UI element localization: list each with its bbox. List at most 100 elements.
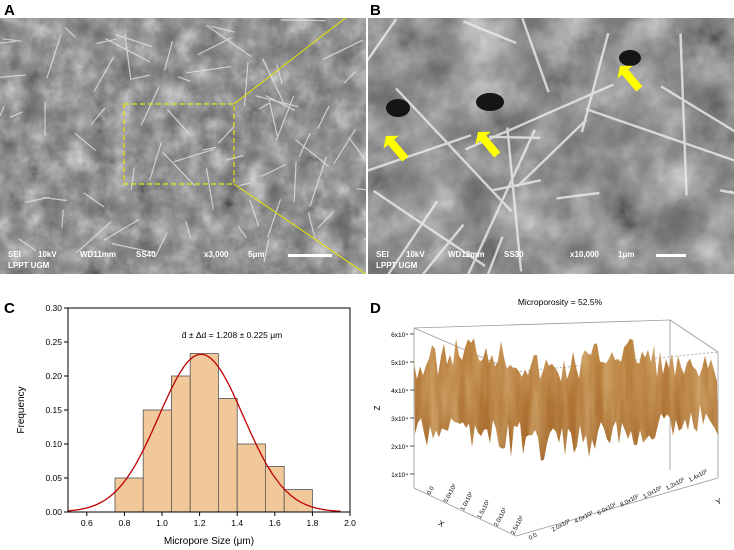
fiber	[206, 24, 252, 58]
panel-a-letter: A	[4, 2, 15, 19]
fiber	[114, 33, 153, 48]
histogram-bar	[114, 477, 144, 513]
zoom-line-top	[233, 18, 347, 105]
z-tick-label: 2x10⁴	[391, 444, 408, 451]
fiber	[154, 232, 168, 258]
fiber	[205, 168, 214, 210]
fiber	[465, 83, 614, 151]
scale-bar	[656, 254, 686, 257]
fiber	[90, 107, 106, 125]
fiber	[186, 65, 231, 74]
fiber	[276, 64, 283, 85]
fiber	[298, 132, 311, 157]
fiber	[130, 167, 135, 191]
pore	[476, 93, 504, 111]
zoom-line-bottom	[233, 183, 366, 274]
y-tick-label: 0.25	[45, 337, 62, 347]
arrow-icon	[383, 135, 409, 162]
fiber	[309, 156, 327, 207]
histogram-bar	[217, 398, 238, 513]
sem-info-bar-b: SEI 10kV WD12mm SS30 x10,000 1μm LPPT UG…	[368, 248, 734, 274]
fiber	[202, 146, 217, 151]
y-tick-label: 1.0x10³	[642, 486, 662, 501]
fiber	[268, 100, 278, 137]
zoom-box	[123, 103, 235, 185]
fiber	[9, 111, 24, 118]
fiber	[356, 188, 366, 191]
y-tick-label: 6.0x10²	[597, 502, 617, 517]
fiber	[343, 71, 356, 84]
x-tick-label: 1.4	[231, 518, 243, 528]
y-tick-label: 2.0x10²	[551, 519, 571, 534]
fiber	[243, 62, 249, 107]
fiber	[463, 20, 517, 45]
y-tick-label: 4.0x10²	[574, 511, 594, 526]
fiber	[280, 19, 326, 22]
fiber	[211, 25, 235, 33]
panel-d-letter: D	[370, 300, 381, 317]
sem-magnification: x3,000	[204, 250, 229, 259]
x-tick-label: 5.0x10²	[443, 483, 458, 503]
fiber	[317, 105, 330, 129]
fiber	[348, 137, 366, 162]
fiber	[163, 40, 174, 71]
fiber	[421, 223, 465, 274]
fiber	[317, 210, 335, 229]
histogram-chart: 0.6 0.8 1.0 1.2 1.4 1.6 1.8 2.0 0.00 0.05 0.10 0.15…	[16, 303, 356, 547]
x-tick-label: 0.0	[426, 485, 436, 496]
z-tick-label: 4x10⁴	[391, 388, 408, 395]
gaussian-fit-curve	[67, 353, 341, 512]
surface-plot: Microporosity = 52.5% Z X Y 1x10⁴ 2x10⁴ 3x…	[373, 297, 724, 542]
fiber	[333, 128, 356, 165]
fiber	[556, 191, 600, 200]
fiber	[255, 95, 299, 108]
histogram-bar	[236, 443, 266, 513]
histogram-bar	[170, 375, 191, 513]
x-tick-label: 0.6	[81, 518, 93, 528]
fiber	[93, 56, 114, 92]
fiber	[368, 18, 398, 62]
z-tick-label: 6x10⁴	[391, 332, 408, 339]
fiber	[372, 189, 486, 267]
fiber	[104, 38, 151, 63]
y-axis-label: Frequency	[16, 386, 27, 433]
histogram-bar	[264, 466, 285, 513]
fiber	[166, 109, 190, 134]
y-tick-label: 0.05	[45, 473, 62, 483]
y-tick-label: 0.20	[45, 371, 62, 381]
y-tick-label: 0.15	[45, 405, 62, 415]
mean-annotation: d̄ ± Δd = 1.208 ± 0.225 μm	[182, 330, 282, 340]
panel-c-letter: C	[4, 300, 15, 317]
sem-texture-b	[368, 18, 734, 274]
fiber	[585, 107, 734, 162]
fiber	[467, 129, 536, 274]
fiber	[140, 86, 160, 126]
x-tick-label: 1.5x10³	[477, 499, 492, 519]
fiber	[185, 221, 192, 239]
sem-lab-name: LPPT UGM	[8, 261, 50, 270]
fiber	[131, 74, 150, 80]
y-tick-label: 0.30	[45, 303, 62, 313]
fiber	[0, 105, 5, 118]
histogram-bar	[142, 409, 172, 513]
x-axis-label: Micropore Size (μm)	[164, 536, 254, 547]
sem-voltage: 10kV	[38, 250, 57, 259]
fiber	[660, 85, 734, 133]
fiber	[177, 76, 191, 82]
fiber	[261, 163, 286, 177]
x-tick-label: 2.0x10³	[494, 507, 509, 527]
fiber	[173, 148, 215, 163]
fiber	[580, 32, 610, 133]
x-tick-label: 1.0	[156, 518, 168, 528]
fiber	[18, 238, 37, 252]
fiber	[0, 40, 16, 44]
y-axis-label: Y	[714, 496, 724, 507]
sem-texture-a	[0, 18, 366, 274]
scale-bar	[288, 254, 332, 257]
fiber	[197, 37, 232, 56]
fiber	[294, 139, 330, 168]
fiber	[486, 236, 504, 274]
fiber	[267, 199, 282, 238]
fiber	[24, 196, 49, 203]
sem-image-a: SEI 10kV WD11mm SS40 x3,000 5μm LPPT UGM	[0, 18, 366, 274]
